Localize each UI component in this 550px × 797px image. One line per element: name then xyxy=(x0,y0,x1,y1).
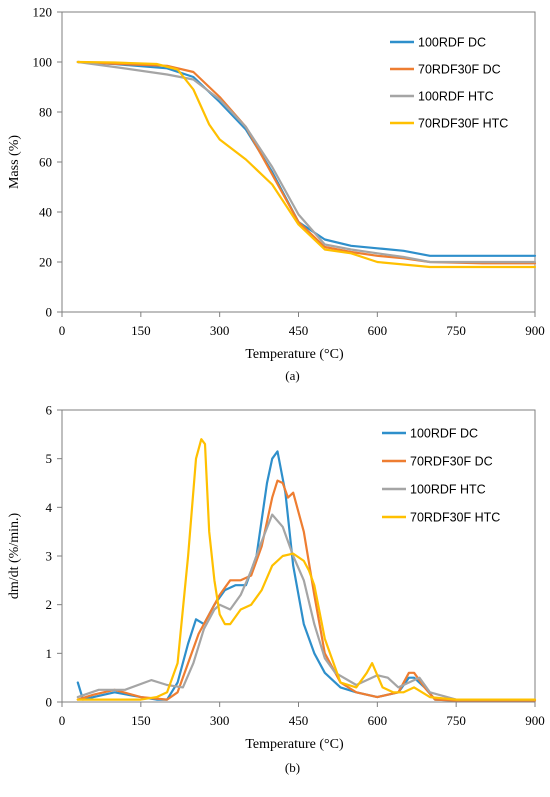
legend-label: 100RDF HTC xyxy=(410,483,486,497)
legend-label: 100RDF DC xyxy=(410,427,478,441)
x-tick-label: 300 xyxy=(210,323,230,338)
y-tick-label: 120 xyxy=(33,5,53,20)
x-tick-label: 300 xyxy=(210,713,230,728)
x-tick-label: 0 xyxy=(59,713,66,728)
legend-label: 70RDF30F HTC xyxy=(418,117,508,131)
series-line xyxy=(76,479,537,702)
y-tick-label: 0 xyxy=(46,695,53,710)
legend-label: 70RDF30F DC xyxy=(418,63,501,77)
legend-label: 70RDF30F DC xyxy=(410,455,493,469)
figure-caption: (b) xyxy=(285,760,300,775)
y-axis-title: dm/dt (%/min.) xyxy=(7,513,22,600)
y-tick-label: 3 xyxy=(46,549,53,564)
x-tick-label: 150 xyxy=(131,713,151,728)
x-tick-label: 150 xyxy=(131,323,151,338)
x-tick-label: 450 xyxy=(289,323,309,338)
y-tick-label: 80 xyxy=(39,105,52,120)
y-tick-label: 6 xyxy=(46,403,53,418)
legend-label: 100RDF DC xyxy=(418,36,486,50)
y-tick-label: 1 xyxy=(46,646,53,661)
x-tick-label: 900 xyxy=(525,713,545,728)
series-line xyxy=(76,513,537,701)
legend-label: 100RDF HTC xyxy=(418,90,494,104)
series-line xyxy=(76,60,537,269)
x-tick-label: 900 xyxy=(525,323,545,338)
legend-label: 70RDF30F HTC xyxy=(410,511,500,525)
series-line xyxy=(76,60,537,264)
x-axis-title: Temperature (°C) xyxy=(245,347,344,362)
y-tick-label: 60 xyxy=(39,155,52,170)
figure-caption: (a) xyxy=(285,368,299,383)
series-line xyxy=(76,438,537,701)
y-tick-label: 20 xyxy=(39,255,52,270)
x-axis-title: Temperature (°C) xyxy=(245,737,344,752)
y-tick-label: 2 xyxy=(46,597,53,612)
x-tick-label: 600 xyxy=(368,323,388,338)
y-tick-label: 5 xyxy=(46,451,53,466)
x-tick-label: 750 xyxy=(446,323,466,338)
x-tick-label: 0 xyxy=(59,323,66,338)
x-tick-label: 450 xyxy=(289,713,309,728)
mass-loss-chart: 0 150 300 450 600 750 900 0 20 40 60 80 100 120 Temper… xyxy=(7,5,545,384)
y-tick-label: 100 xyxy=(33,55,53,70)
y-axis-title: Mass (%) xyxy=(7,135,22,189)
y-tick-label: 40 xyxy=(39,205,52,220)
y-tick-label: 0 xyxy=(46,305,53,320)
derivative-chart: 0 150 300 450 600 750 900 0 1 2 3 4 5 6 Temperature (°… xyxy=(7,403,545,776)
x-tick-label: 750 xyxy=(446,713,466,728)
y-tick-label: 4 xyxy=(46,500,53,515)
x-tick-label: 600 xyxy=(368,713,388,728)
